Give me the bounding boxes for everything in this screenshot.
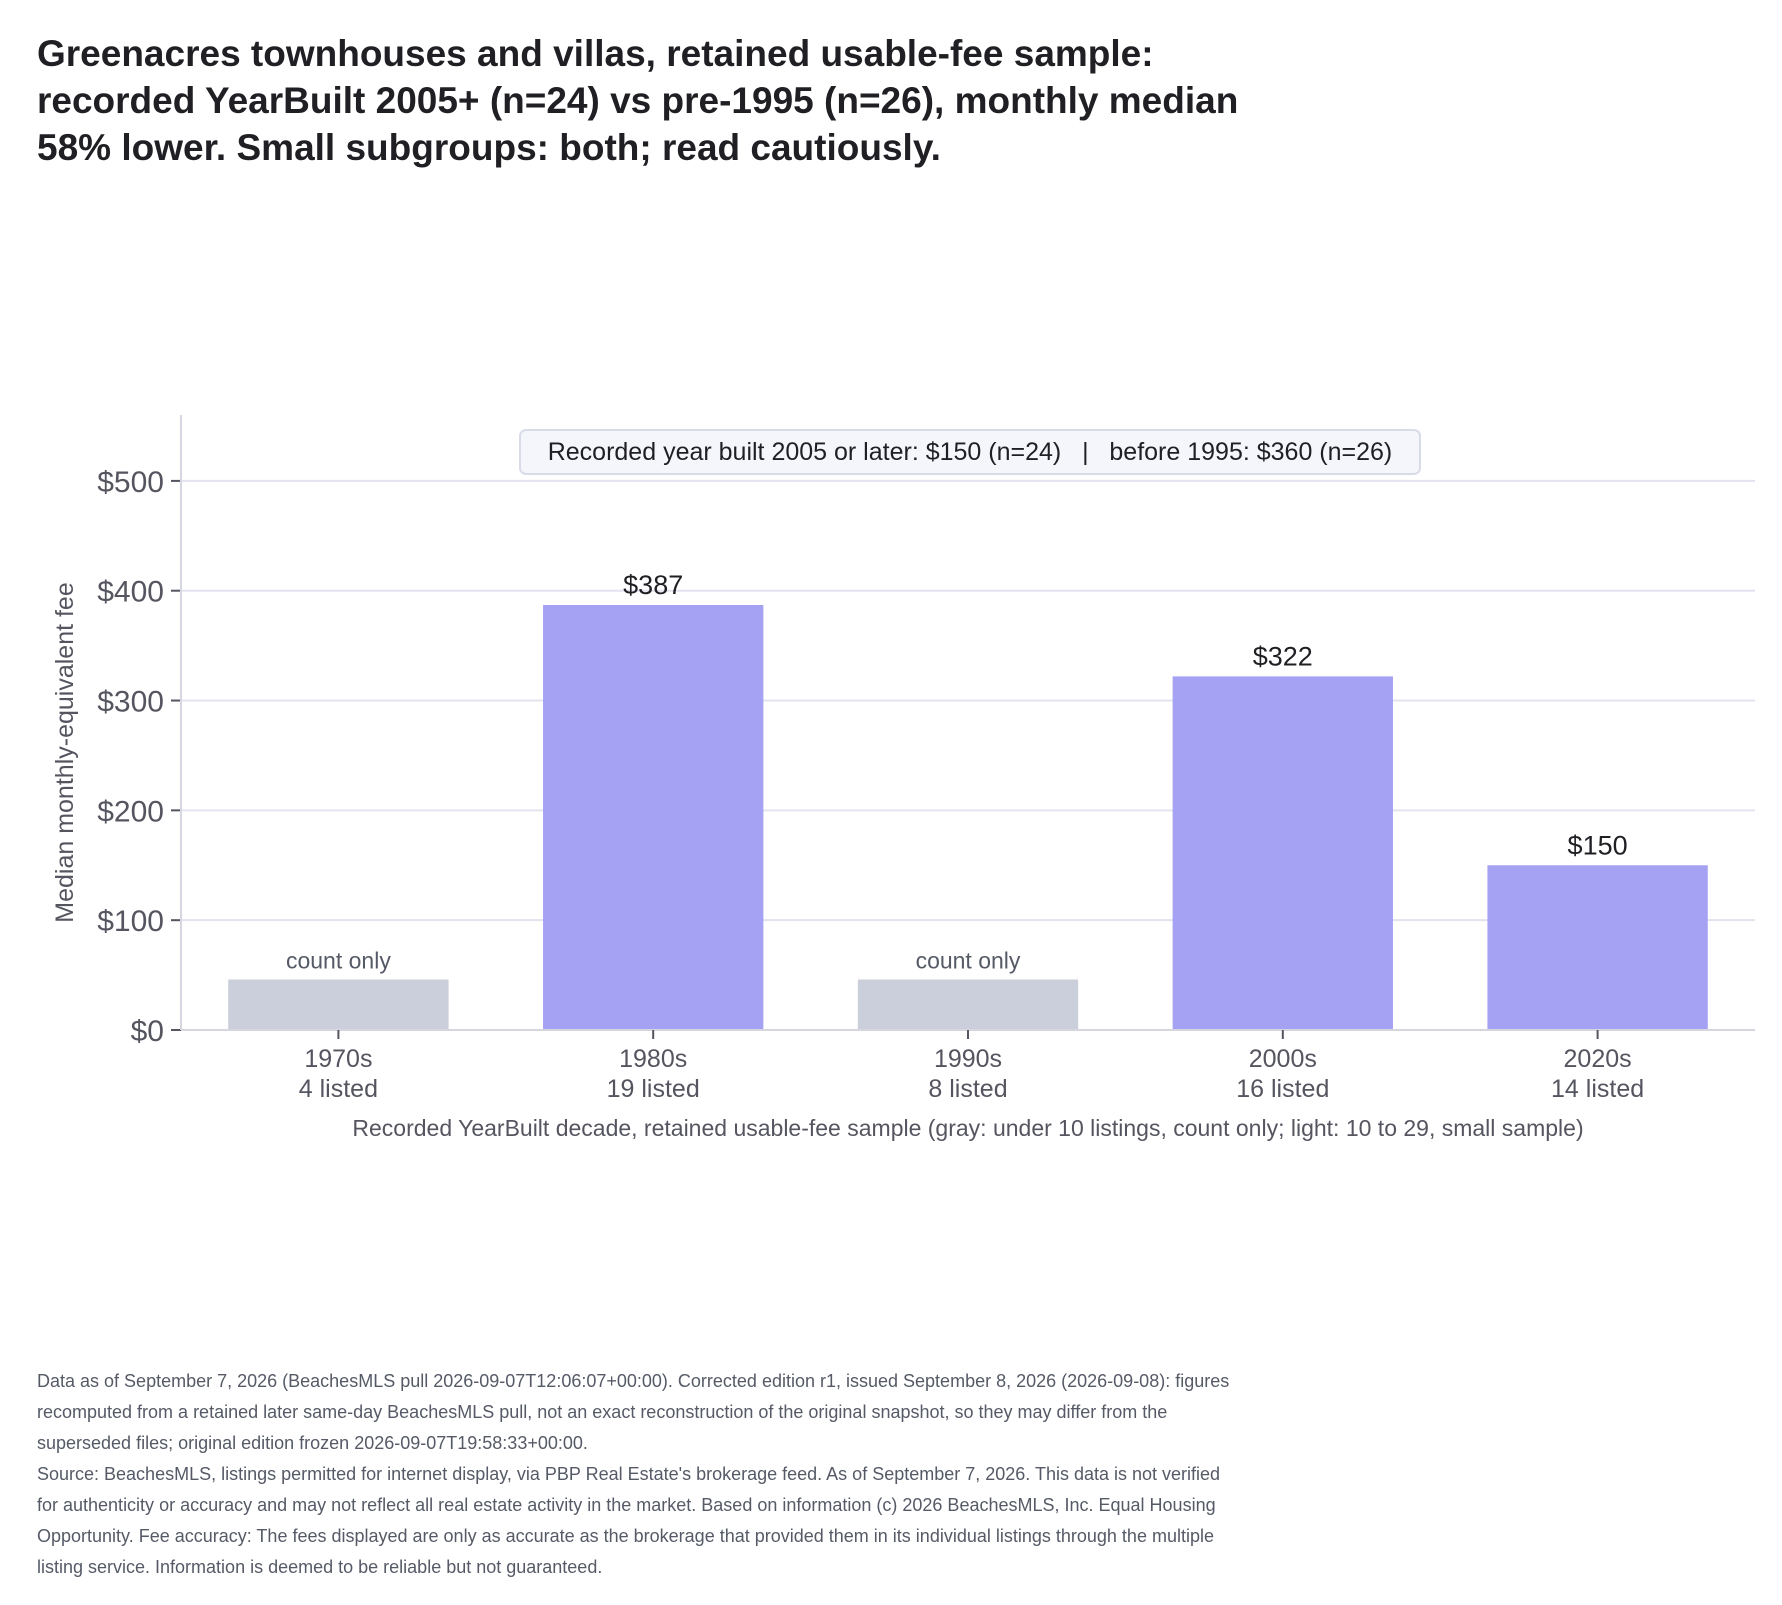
title-line: Greenacres townhouses and villas, retain…: [37, 33, 1154, 74]
axes: [171, 415, 1755, 1039]
y-tick-label: $0: [131, 1015, 164, 1048]
y-tick-label: $500: [97, 466, 164, 499]
footnote: Data as of September 7, 2026 (BeachesMLS…: [37, 1366, 1397, 1583]
y-tick-label: $300: [97, 686, 164, 719]
y-tick-label: $100: [97, 905, 164, 938]
x-tick-label: 1970s: [304, 1045, 372, 1073]
x-tick-label: 2000s: [1249, 1045, 1317, 1073]
footnote-line: for authenticity or accuracy and may not…: [37, 1495, 1216, 1515]
x-tick-label: 2020s: [1564, 1045, 1632, 1073]
x-tick-count-label: 16 listed: [1236, 1075, 1329, 1103]
footnote-line: recomputed from a retained later same-da…: [37, 1402, 1168, 1422]
x-tick-label: 1990s: [934, 1045, 1002, 1073]
gridlines: [181, 479, 1755, 922]
bars: [228, 604, 1708, 1030]
footnote-line: Opportunity. Fee accuracy: The fees disp…: [37, 1526, 1214, 1546]
annotation-box: [519, 429, 1421, 475]
bar-value-label: $322: [1253, 641, 1313, 671]
y-axis-title: Median monthly-equivalent fee: [51, 582, 79, 922]
x-tick-label: 1980s: [619, 1045, 687, 1073]
bar-value-label: count only: [916, 947, 1021, 973]
bar-value-label: count only: [286, 947, 391, 973]
annotation-text: Recorded year built 2005 or later: $150 …: [548, 438, 1393, 466]
bar-value-label: $387: [623, 570, 683, 600]
footnote-data-note: Data as of September 7, 2026 (BeachesMLS…: [37, 1366, 1397, 1459]
footnote-line: superseded files; original edition froze…: [37, 1433, 588, 1453]
x-tick-count-label: 4 listed: [299, 1075, 378, 1103]
bar-value-label: $150: [1568, 830, 1628, 860]
footnote-line: Source: BeachesMLS, listings permitted f…: [37, 1464, 1221, 1484]
bar-1980s: [543, 604, 764, 1030]
x-tick-count-label: 14 listed: [1551, 1075, 1644, 1103]
footnote-line: Data as of September 7, 2026 (BeachesMLS…: [37, 1371, 1230, 1391]
title-line: 58% lower. Small subgroups: both; read c…: [37, 127, 941, 168]
bar-1990s: [857, 979, 1079, 1030]
footnote-source: Source: BeachesMLS, listings permitted f…: [37, 1459, 1397, 1583]
x-tick-count-label: 8 listed: [928, 1075, 1007, 1103]
footnote-line: listing service. Information is deemed t…: [37, 1557, 603, 1577]
x-tick-count-label: 19 listed: [607, 1075, 700, 1103]
bar-1970s: [228, 979, 449, 1030]
title-line: recorded YearBuilt 2005+ (n=24) vs pre-1…: [37, 80, 1239, 121]
y-tick-label: $200: [97, 795, 164, 828]
bar-2000s: [1172, 676, 1393, 1030]
chart-title: Greenacres townhouses and villas, retain…: [37, 30, 1337, 171]
y-tick-label: $400: [97, 576, 164, 609]
bar-2020s: [1487, 865, 1708, 1030]
x-axis-title: Recorded YearBuilt decade, retained usab…: [352, 1115, 1583, 1141]
